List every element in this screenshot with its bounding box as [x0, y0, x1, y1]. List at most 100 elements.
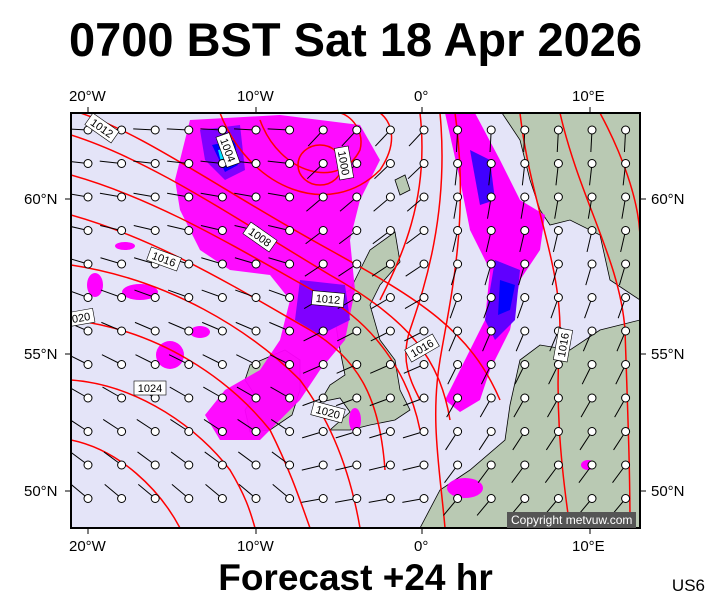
axis-label-left: 60°N	[24, 191, 58, 208]
station-circle	[453, 393, 463, 403]
station-circle	[520, 427, 530, 436]
station-circle	[184, 259, 194, 269]
station-circle	[150, 125, 160, 135]
station-circle	[419, 360, 429, 369]
station-circle	[83, 360, 93, 369]
axis-label-top: 0°	[414, 88, 429, 105]
station-circle	[352, 326, 362, 336]
shetland	[394, 174, 411, 196]
axis-ticks	[65, 107, 646, 534]
station-circle	[184, 226, 194, 235]
station-circle	[486, 460, 496, 470]
station-circle	[285, 494, 295, 503]
station-circle	[352, 125, 362, 135]
isobar-labels: 1012 1004 1000 1008 1016 1012 1020 1024 …	[71, 113, 574, 424]
station-circle	[453, 226, 463, 235]
station-circle	[184, 293, 194, 302]
land	[244, 113, 640, 528]
axis-label-right: 55°N	[651, 346, 685, 363]
station-circle	[385, 293, 395, 302]
station-circle	[587, 159, 597, 168]
station-circle	[419, 125, 429, 135]
station-circle	[486, 192, 496, 202]
station-circle	[318, 460, 328, 470]
station-circle	[83, 159, 93, 168]
station-circle	[453, 460, 463, 470]
station-circle	[318, 360, 328, 369]
axis-label-bottom: 20°W	[69, 538, 106, 555]
station-circle	[217, 393, 227, 403]
continental-europe	[419, 319, 640, 528]
station-circle	[621, 192, 631, 202]
station-circle	[150, 293, 160, 302]
station-circle	[486, 293, 496, 302]
station-circle	[587, 226, 597, 235]
station-circle	[587, 460, 597, 470]
station-circle	[285, 393, 295, 403]
station-circle	[621, 226, 631, 235]
station-circle	[251, 192, 261, 202]
station-circle	[83, 226, 93, 235]
station-circle	[285, 125, 295, 135]
station-circle	[83, 259, 93, 269]
station-circle	[352, 460, 362, 470]
station-circle	[217, 192, 227, 202]
axis-label-bottom: 10°E	[572, 538, 605, 555]
station-circle	[621, 326, 631, 336]
station-circle	[318, 159, 328, 168]
station-circle	[419, 427, 429, 436]
station-circle	[184, 192, 194, 202]
station-circle	[83, 494, 93, 503]
station-circle	[385, 360, 395, 369]
station-circle	[150, 192, 160, 202]
station-circle	[318, 259, 328, 269]
forecast-label: Forecast +24 hr	[218, 557, 493, 598]
station-circle	[553, 125, 563, 135]
copyright-notice: Copyright metvuw.com	[507, 512, 637, 528]
axis-label-top: 20°W	[69, 88, 106, 105]
station-circle	[453, 326, 463, 336]
station-circle	[453, 192, 463, 202]
station-circle	[251, 460, 261, 470]
station-circle	[419, 494, 429, 503]
station-circle	[117, 494, 127, 503]
station-circle	[83, 192, 93, 202]
station-circle	[318, 494, 328, 503]
station-circle	[217, 360, 227, 369]
station-circle	[251, 360, 261, 369]
station-circle	[385, 259, 395, 269]
station-circle	[251, 159, 261, 168]
station-circle	[587, 427, 597, 436]
station-circle	[117, 427, 127, 436]
isobar-label: 1016	[556, 332, 572, 358]
station-circle	[251, 259, 261, 269]
station-circle	[385, 226, 395, 235]
station-circle	[419, 393, 429, 403]
station-circle	[150, 326, 160, 336]
station-circle	[318, 427, 328, 436]
station-circle	[184, 159, 194, 168]
station-circle	[117, 393, 127, 403]
station-circle	[83, 393, 93, 403]
station-circle	[184, 326, 194, 336]
station-circle	[419, 226, 429, 235]
station-circle	[553, 293, 563, 302]
station-circle	[520, 125, 530, 135]
station-circle	[453, 494, 463, 503]
station-circle	[251, 393, 261, 403]
isobar-label: 1012	[315, 293, 340, 307]
station-circle	[621, 427, 631, 436]
station-circle	[217, 125, 227, 135]
station-circle	[83, 427, 93, 436]
station-circle	[385, 427, 395, 436]
station-circle	[352, 192, 362, 202]
station-circle	[285, 226, 295, 235]
model-code: US6	[671, 576, 705, 595]
station-circle	[385, 192, 395, 202]
station-circle	[385, 125, 395, 135]
station-circle	[318, 393, 328, 403]
station-circle	[553, 494, 563, 503]
station-circle	[285, 259, 295, 269]
station-circle	[520, 393, 530, 403]
station-circle	[117, 125, 127, 135]
